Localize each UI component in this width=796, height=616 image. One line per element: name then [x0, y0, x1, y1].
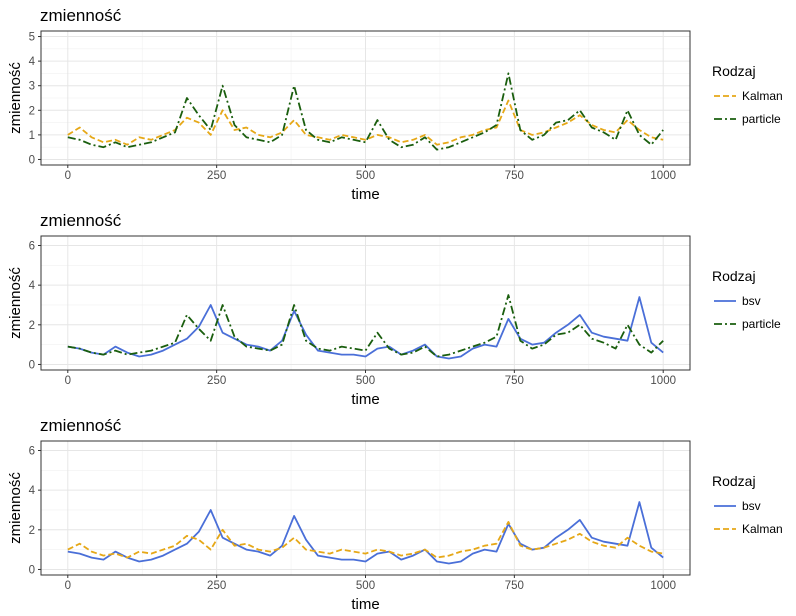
y-tick-label: 4: [29, 485, 36, 497]
y-axis-title: zmienność: [7, 62, 24, 134]
x-axis-title: time: [351, 391, 379, 408]
x-tick-label: 250: [207, 580, 226, 592]
y-tick-label: 2: [29, 105, 35, 117]
legend-label: bsv: [742, 499, 761, 513]
y-tick-label: 4: [29, 56, 36, 68]
panel-3: 0 250 500 750 1000 0 2 4 6 zmienność time zmienność…: [7, 416, 783, 613]
x-tick-label: 0: [65, 375, 71, 387]
y-tick-label: 0: [29, 359, 35, 371]
legend-label: particle: [742, 112, 781, 126]
x-tick-label: 750: [505, 170, 524, 182]
x-tick-label: 1000: [650, 580, 676, 592]
y-tick-label: 6: [29, 240, 35, 252]
panel-1: 0 250 500 750 1000 0 1 2 3 4 5 zmienność time zmienno…: [7, 6, 783, 203]
legend-label: bsv: [742, 294, 761, 308]
x-tick-label: 500: [356, 580, 375, 592]
x-tick-label: 1000: [650, 375, 676, 387]
series-line-particle: [67, 72, 664, 151]
legend-label: Kalman: [742, 89, 783, 103]
x-tick-label: 0: [65, 580, 71, 592]
legend: Rodzaj bsv particle: [712, 268, 781, 331]
y-tick-label: 4: [29, 280, 36, 292]
series-line-Kalman: [67, 99, 664, 146]
y-axis-title: zmienność: [7, 472, 24, 544]
series-line-Kalman: [67, 521, 664, 559]
legend-title: Rodzaj: [712, 473, 756, 489]
x-tick-label: 500: [356, 375, 375, 387]
legend-title: Rodzaj: [712, 268, 756, 284]
x-tick-label: 0: [65, 170, 71, 182]
x-axis-title: time: [351, 596, 379, 613]
legend: Rodzaj bsv Kalman: [712, 473, 783, 536]
legend-label: Kalman: [742, 522, 783, 536]
y-tick-label: 0: [29, 564, 35, 576]
legend-title: Rodzaj: [712, 63, 756, 79]
series-line-bsv: [67, 296, 664, 360]
x-tick-label: 750: [505, 375, 524, 387]
chart-title: zmienność: [40, 6, 122, 25]
series-line-particle: [67, 294, 664, 358]
panel-border: [40, 440, 691, 576]
x-tick-label: 250: [207, 170, 226, 182]
x-tick-label: 750: [505, 580, 524, 592]
x-tick-label: 1000: [650, 170, 676, 182]
x-tick-label: 500: [356, 170, 375, 182]
y-tick-label: 0: [29, 154, 35, 166]
series-line-bsv: [67, 501, 664, 565]
y-tick-label: 6: [29, 445, 35, 457]
chart-title: zmienność: [40, 211, 122, 230]
legend-label: particle: [742, 317, 781, 331]
y-tick-label: 5: [29, 32, 35, 44]
panel-border: [40, 235, 691, 371]
y-axis-title: zmienność: [7, 267, 24, 339]
y-tick-label: 1: [29, 130, 35, 142]
y-tick-label: 2: [29, 525, 35, 537]
y-tick-label: 3: [29, 81, 35, 93]
y-tick-label: 2: [29, 320, 35, 332]
x-axis-title: time: [351, 186, 379, 203]
panel-border: [40, 30, 691, 166]
chart-title: zmienność: [40, 416, 122, 435]
legend: Rodzaj Kalman particle: [712, 63, 783, 126]
x-tick-label: 250: [207, 375, 226, 387]
panel-2: 0 250 500 750 1000 0 2 4 6 zmienność time zmienność…: [7, 211, 781, 408]
